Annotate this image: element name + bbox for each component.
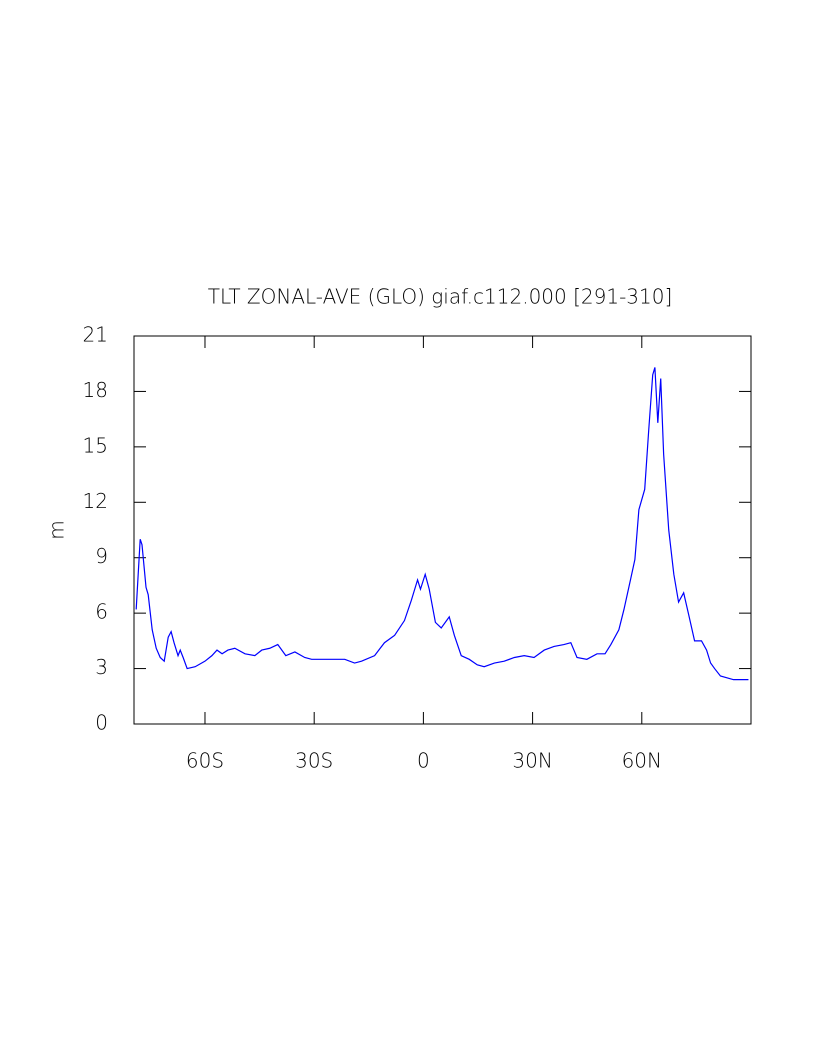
y-tick-label: 3	[95, 655, 108, 679]
y-tick-label: 6	[95, 600, 108, 624]
plot-frame	[133, 335, 752, 725]
x-tick-label: 0	[417, 749, 430, 773]
y-tick-label: 9	[95, 544, 108, 568]
chart-title: TLT ZONAL-AVE (GLO) giaf.c112.000 [291-3…	[208, 285, 673, 309]
data-line	[135, 367, 749, 681]
y-tick-label: 15	[83, 433, 108, 457]
y-tick-label: 12	[83, 489, 108, 513]
x-tick-label: 60S	[186, 749, 224, 773]
y-tick-label: 18	[83, 378, 108, 402]
y-axis-label: m	[45, 520, 69, 539]
y-tick-label: 21	[83, 323, 108, 347]
x-tick-label: 60N	[622, 749, 662, 773]
y-tick-label: 0	[95, 711, 108, 735]
x-tick-label: 30S	[295, 749, 333, 773]
x-tick-label: 30N	[512, 749, 552, 773]
